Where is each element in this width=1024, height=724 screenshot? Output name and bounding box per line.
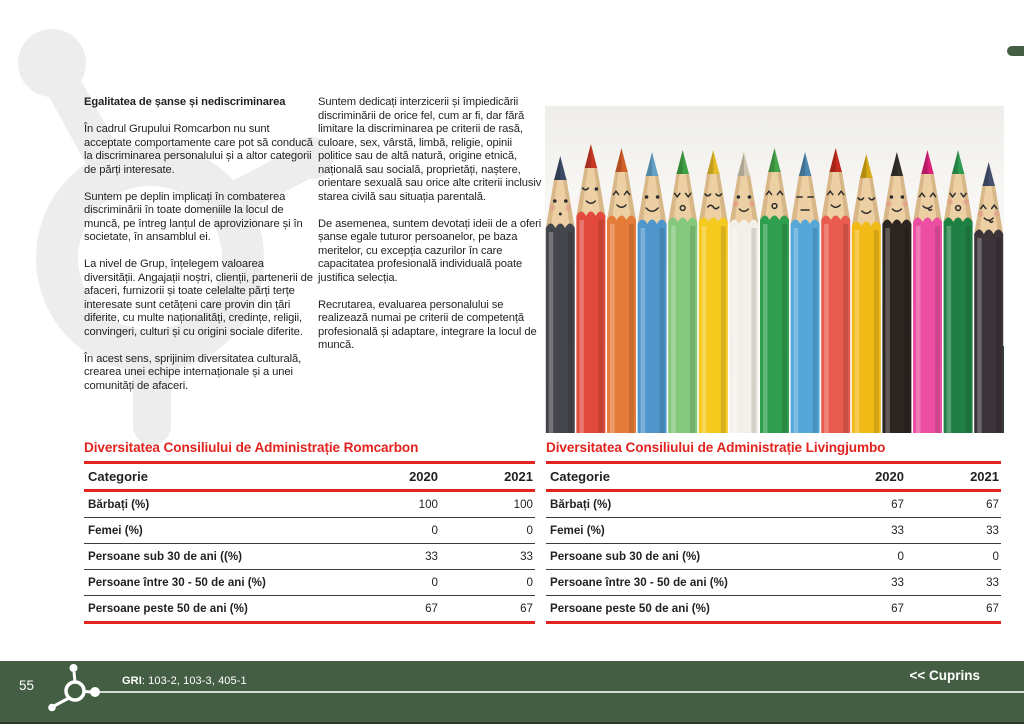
column-header: Categorie (84, 461, 345, 492)
table-header-row: Categorie 2020 2021 (84, 461, 535, 492)
table-row: Bărbați (%) 100 100 (84, 490, 535, 518)
table-row: Persoane între 30 - 50 de ani (%) 0 0 (84, 569, 535, 596)
table-row: Femei (%) 0 0 (84, 517, 535, 544)
gri-codes: GRI: 103-2, 103-3, 405-1 (122, 675, 247, 687)
paragraph: La nivel de Grup, înțelegem valoarea div… (84, 258, 313, 338)
molecule-logo-icon (48, 664, 100, 712)
gri-label: GRI (122, 675, 142, 687)
paragraph: Suntem dedicați interzicerii și împiedic… (318, 96, 542, 203)
diversity-table-livingjumbo: Diversitatea Consiliului de Administrați… (546, 440, 1001, 624)
table-row: Femei (%) 33 33 (546, 517, 1001, 544)
article-column-2: Suntem dedicați interzicerii și împiedic… (318, 96, 544, 366)
column-header: 2020 (345, 461, 440, 492)
column-header: Categorie (546, 461, 811, 492)
section-edge-tab (1007, 46, 1024, 56)
pencil-illustration (545, 144, 1004, 433)
pencils-photo (545, 106, 1004, 433)
column-header: 2020 (811, 461, 906, 492)
table-row: Persoane peste 50 de ani (%) 67 67 (84, 595, 535, 624)
article-heading: Egalitatea de șanse și nediscriminarea (84, 96, 286, 108)
table-header-row: Categorie 2020 2021 (546, 461, 1001, 492)
page-number: 55 (19, 678, 35, 693)
paragraph: De asemenea, suntem devotați ideii de a … (318, 217, 542, 284)
data-table: Categorie 2020 2021 Bărbați (%) 67 67 Fe… (546, 461, 1001, 624)
watermark-molecule-icon (18, 29, 333, 445)
table-row: Persoane sub 30 de ani ((%) 33 33 (84, 543, 535, 570)
data-table: Categorie 2020 2021 Bărbați (%) 100 100 … (84, 461, 535, 624)
table-title: Diversitatea Consiliului de Administrați… (84, 440, 419, 455)
paragraph: În cadrul Grupului Romcarbon nu sunt acc… (84, 123, 313, 176)
column-header: 2021 (906, 461, 1001, 492)
diversity-table-romcarbon: Diversitatea Consiliului de Administrați… (84, 440, 535, 624)
table-row: Persoane sub 30 de ani (%) 0 0 (546, 543, 1001, 570)
table-row: Persoane peste 50 de ani (%) 67 67 (546, 595, 1001, 624)
table-row: Persoane între 30 - 50 de ani (%) 33 33 (546, 569, 1001, 596)
paragraph: Recrutarea, evaluarea personalului se re… (318, 298, 537, 352)
table-row: Bărbați (%) 67 67 (546, 490, 1001, 518)
gri-values: : 103-2, 103-3, 405-1 (141, 675, 247, 687)
table-title: Diversitatea Consiliului de Administrați… (546, 440, 886, 455)
footer-bar: 55 GRI: 103-2, 103-3, 405-1 << Cuprins (0, 661, 1024, 724)
article-column-1: Egalitatea de șanse și nediscriminarea Î… (84, 96, 316, 407)
paragraph: În acest sens, sprijinim diversitatea cu… (84, 352, 302, 392)
paragraph: Suntem pe deplin implicați în combaterea… (84, 190, 303, 244)
column-header: 2021 (440, 461, 535, 492)
back-to-contents-link[interactable]: << Cuprins (909, 668, 980, 683)
footer-divider (100, 691, 1024, 693)
